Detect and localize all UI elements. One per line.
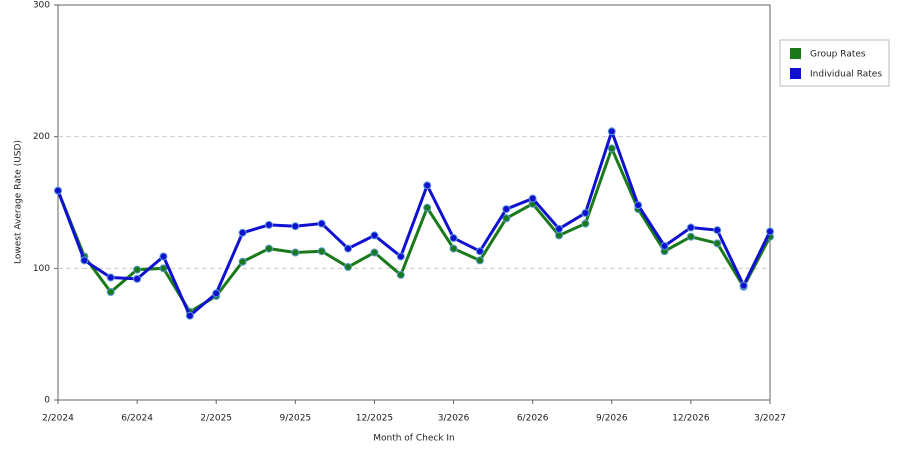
data-point <box>713 226 722 235</box>
data-point <box>607 127 616 136</box>
data-point <box>528 194 537 203</box>
y-tick-label: 300 <box>33 1 50 11</box>
data-point <box>264 244 273 253</box>
data-point <box>555 231 564 240</box>
data-point <box>423 203 432 212</box>
data-point <box>581 209 590 218</box>
legend-swatch <box>790 48 801 59</box>
data-point <box>106 288 115 297</box>
data-point <box>607 144 616 153</box>
y-tick-label: 100 <box>33 264 50 274</box>
data-point <box>133 265 142 274</box>
x-tick-label: 9/2026 <box>596 414 628 424</box>
data-point <box>317 219 326 228</box>
data-point <box>739 281 748 290</box>
data-point <box>634 201 643 210</box>
data-point <box>344 244 353 253</box>
data-point <box>80 256 89 265</box>
data-point <box>370 248 379 257</box>
data-point <box>475 247 484 256</box>
data-point <box>396 270 405 279</box>
y-tick-label: 0 <box>44 396 50 406</box>
data-point <box>291 248 300 257</box>
series-line <box>56 144 772 314</box>
x-tick-label: 12/2025 <box>356 414 393 424</box>
legend-swatch <box>790 68 801 79</box>
y-tick-label: 200 <box>33 132 50 142</box>
data-point <box>54 186 62 195</box>
data-point <box>370 231 379 240</box>
data-point <box>344 263 353 272</box>
data-point <box>317 247 326 256</box>
data-point <box>686 232 695 241</box>
data-point <box>766 227 774 236</box>
data-point <box>502 214 511 223</box>
data-point <box>133 274 142 283</box>
series-line <box>56 126 772 319</box>
data-point <box>238 228 247 237</box>
x-axis-label: Month of Check In <box>373 434 455 444</box>
data-point <box>264 220 273 229</box>
data-point <box>423 181 432 190</box>
legend-label: Group Rates <box>810 50 866 60</box>
x-tick-label: 2/2024 <box>42 414 74 424</box>
data-point <box>212 289 221 298</box>
data-point <box>396 252 405 261</box>
data-point <box>660 241 669 250</box>
data-point <box>291 222 300 231</box>
x-tick-label: 3/2027 <box>754 414 786 424</box>
plot-frame <box>57 4 771 401</box>
data-point <box>159 264 168 273</box>
data-point <box>449 244 458 253</box>
data-point <box>555 224 564 233</box>
data-point <box>106 273 115 282</box>
x-tick-label: 9/2025 <box>279 414 311 424</box>
data-point <box>502 205 511 214</box>
data-point <box>581 219 590 228</box>
data-point <box>185 311 194 320</box>
x-tick-label: 6/2024 <box>121 414 153 424</box>
data-point <box>449 234 458 243</box>
x-tick-label: 3/2026 <box>438 414 470 424</box>
x-tick-label: 2/2025 <box>200 414 232 424</box>
data-point <box>475 256 484 265</box>
x-tick-label: 12/2026 <box>672 414 710 424</box>
data-point <box>238 257 247 266</box>
data-point <box>686 223 695 232</box>
data-point <box>713 239 722 248</box>
legend-label: Individual Rates <box>810 70 882 80</box>
y-axis-label: Lowest Average Rate (USD) <box>14 140 24 264</box>
x-tick-label: 6/2026 <box>517 414 549 424</box>
data-point <box>159 252 168 261</box>
